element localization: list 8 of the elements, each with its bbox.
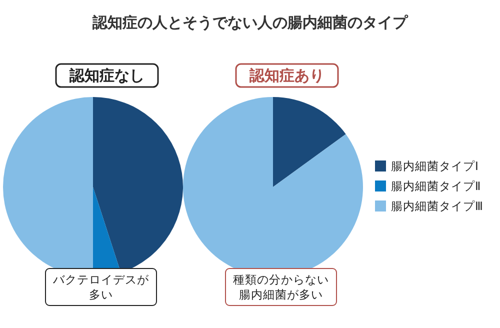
text: 種類の分からない腸内細菌が多い: [233, 272, 329, 302]
chart-title: 認知症の人とそうでない人の腸内細菌のタイプ: [92, 14, 408, 32]
legend-label: 腸内細菌タイプⅡ: [391, 179, 481, 193]
slice-label: 認知症あり: [248, 66, 324, 84]
text: バクテロイデスが多い: [52, 272, 150, 302]
legend-label: 腸内細菌タイプⅢ: [391, 199, 483, 213]
slice-label: 認知症なし: [68, 66, 144, 84]
legend-label: 腸内細菌タイプⅠ: [391, 159, 478, 173]
